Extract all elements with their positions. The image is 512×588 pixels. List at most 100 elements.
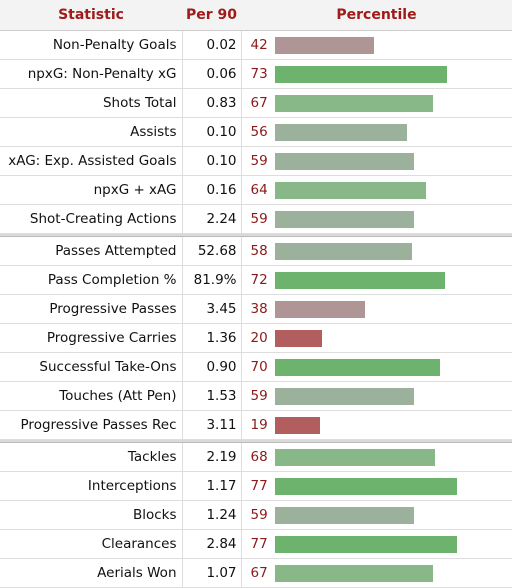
per90-value: 0.10	[182, 147, 241, 176]
table-row: npxG + xAG 0.16 64	[0, 176, 512, 205]
percentile-cell: 58	[241, 237, 512, 266]
per90-value: 0.06	[182, 60, 241, 89]
per90-value: 3.45	[182, 295, 241, 324]
percentile-bar	[275, 330, 322, 347]
percentile-cell: 67	[241, 559, 512, 588]
percentile-bar	[275, 359, 440, 376]
percentile-cell: 64	[241, 176, 512, 205]
stat-name: Aerials Won	[0, 559, 182, 588]
percentile-value: 58	[251, 243, 268, 259]
percentile-bar	[275, 243, 412, 260]
stat-name: Successful Take-Ons	[0, 353, 182, 382]
stat-name: Pass Completion %	[0, 266, 182, 295]
table-row: Pass Completion % 81.9% 72	[0, 266, 512, 295]
percentile-cell: 77	[241, 530, 512, 559]
stat-name: Progressive Passes	[0, 295, 182, 324]
percentile-bar	[275, 211, 414, 228]
per90-value: 2.19	[182, 443, 241, 472]
stat-name: Progressive Carries	[0, 324, 182, 353]
table-row: Shots Total 0.83 67	[0, 89, 512, 118]
stat-name: Assists	[0, 118, 182, 147]
table-row: Assists 0.10 56	[0, 118, 512, 147]
percentile-bar	[275, 565, 433, 582]
per90-value: 1.07	[182, 559, 241, 588]
percentile-bar	[275, 417, 320, 434]
table-row: Touches (Att Pen) 1.53 59	[0, 382, 512, 411]
percentile-value: 67	[251, 565, 268, 581]
header-per90[interactable]: Per 90	[182, 0, 241, 31]
per90-value: 1.53	[182, 382, 241, 411]
per90-value: 1.17	[182, 472, 241, 501]
percentile-value: 19	[251, 417, 268, 433]
per90-value: 1.36	[182, 324, 241, 353]
percentile-cell: 59	[241, 205, 512, 234]
percentile-bar	[275, 388, 414, 405]
percentile-bar	[275, 536, 457, 553]
percentile-value: 73	[251, 66, 268, 82]
percentile-value: 70	[251, 359, 268, 375]
percentile-bar	[275, 301, 365, 318]
percentile-bar	[275, 153, 414, 170]
table-row: Progressive Carries 1.36 20	[0, 324, 512, 353]
table-body: Non-Penalty Goals 0.02 42 npxG: Non-Penalty…	[0, 31, 512, 588]
per90-value: 2.24	[182, 205, 241, 234]
table-row: Blocks 1.24 59	[0, 501, 512, 530]
percentile-value: 68	[251, 449, 268, 465]
header-statistic[interactable]: Statistic	[0, 0, 182, 31]
percentile-cell: 73	[241, 60, 512, 89]
table-row: Passes Attempted 52.68 58	[0, 237, 512, 266]
stat-name: Passes Attempted	[0, 237, 182, 266]
percentile-cell: 59	[241, 147, 512, 176]
table-row: Progressive Passes Rec 3.11 19	[0, 411, 512, 440]
table-row: Aerials Won 1.07 67	[0, 559, 512, 588]
table-row: Progressive Passes 3.45 38	[0, 295, 512, 324]
percentile-bar	[275, 449, 435, 466]
table-row: Non-Penalty Goals 0.02 42	[0, 31, 512, 60]
table-row: Shot-Creating Actions 2.24 59	[0, 205, 512, 234]
percentile-cell: 56	[241, 118, 512, 147]
stat-name: Touches (Att Pen)	[0, 382, 182, 411]
percentile-cell: 59	[241, 501, 512, 530]
per90-value: 0.90	[182, 353, 241, 382]
table-row: xAG: Exp. Assisted Goals 0.10 59	[0, 147, 512, 176]
stat-name: npxG: Non-Penalty xG	[0, 60, 182, 89]
table-row: Tackles 2.19 68	[0, 443, 512, 472]
percentile-bar	[275, 478, 457, 495]
per90-value: 52.68	[182, 237, 241, 266]
stat-name: Blocks	[0, 501, 182, 530]
table-row: Interceptions 1.17 77	[0, 472, 512, 501]
percentile-value: 77	[251, 478, 268, 494]
per90-value: 0.16	[182, 176, 241, 205]
percentile-value: 59	[251, 153, 268, 169]
percentile-value: 56	[251, 124, 268, 140]
per90-value: 1.24	[182, 501, 241, 530]
per90-value: 0.10	[182, 118, 241, 147]
percentile-value: 20	[251, 330, 268, 346]
percentile-value: 59	[251, 388, 268, 404]
stat-name: Shot-Creating Actions	[0, 205, 182, 234]
per90-value: 2.84	[182, 530, 241, 559]
stat-name: xAG: Exp. Assisted Goals	[0, 147, 182, 176]
percentile-cell: 68	[241, 443, 512, 472]
percentile-value: 64	[251, 182, 268, 198]
stat-name: Interceptions	[0, 472, 182, 501]
percentile-bar	[275, 95, 433, 112]
percentile-value: 59	[251, 507, 268, 523]
percentile-cell: 59	[241, 382, 512, 411]
percentile-bar	[275, 37, 374, 54]
percentile-cell: 38	[241, 295, 512, 324]
percentile-value: 42	[251, 37, 268, 53]
header-percentile[interactable]: Percentile	[241, 0, 512, 31]
percentile-value: 72	[251, 272, 268, 288]
percentile-bar	[275, 507, 414, 524]
percentile-bar	[275, 124, 407, 141]
table-row: Successful Take-Ons 0.90 70	[0, 353, 512, 382]
stat-name: Non-Penalty Goals	[0, 31, 182, 60]
stat-name: npxG + xAG	[0, 176, 182, 205]
stat-name: Shots Total	[0, 89, 182, 118]
stat-name: Tackles	[0, 443, 182, 472]
percentile-value: 67	[251, 95, 268, 111]
percentile-bar	[275, 182, 426, 199]
percentile-cell: 42	[241, 31, 512, 60]
